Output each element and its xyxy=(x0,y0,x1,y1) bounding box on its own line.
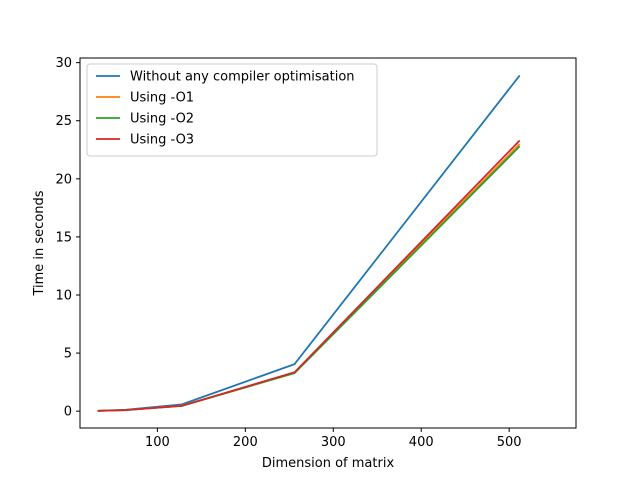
y-tick-label: 5 xyxy=(64,347,72,362)
y-tick-label: 20 xyxy=(55,172,72,187)
x-tick-label: 200 xyxy=(233,435,258,450)
x-tick-label: 300 xyxy=(321,435,346,450)
legend-label: Using -O1 xyxy=(130,91,194,106)
x-tick-label: 500 xyxy=(497,435,522,450)
y-tick-label: 0 xyxy=(64,405,72,420)
series-line-4 xyxy=(97,139,521,412)
y-tick-label: 15 xyxy=(55,230,72,245)
legend-label: Without any compiler optimisation xyxy=(130,70,355,85)
x-tick-label: 400 xyxy=(409,435,434,450)
y-tick-label: 25 xyxy=(55,114,72,129)
series-line-2 xyxy=(97,143,521,412)
x-axis-label: Dimension of matrix xyxy=(262,456,395,471)
legend-label: Using -O2 xyxy=(130,112,194,127)
y-tick-label: 10 xyxy=(55,288,72,303)
series-line-3 xyxy=(97,145,521,412)
y-axis-label: Time in seconds xyxy=(32,190,47,296)
legend-box xyxy=(86,63,378,157)
x-tick-label: 100 xyxy=(145,435,170,450)
tick-layer: 100 200 300 400 500 0 5 10 15 20 25 30 xyxy=(55,56,521,450)
plot-area xyxy=(79,57,577,429)
legend-label: Using -O3 xyxy=(130,133,194,148)
legend: Without any compiler optimisation Using -… xyxy=(86,63,378,157)
series-layer xyxy=(97,74,521,412)
y-tick-label: 30 xyxy=(55,56,72,71)
